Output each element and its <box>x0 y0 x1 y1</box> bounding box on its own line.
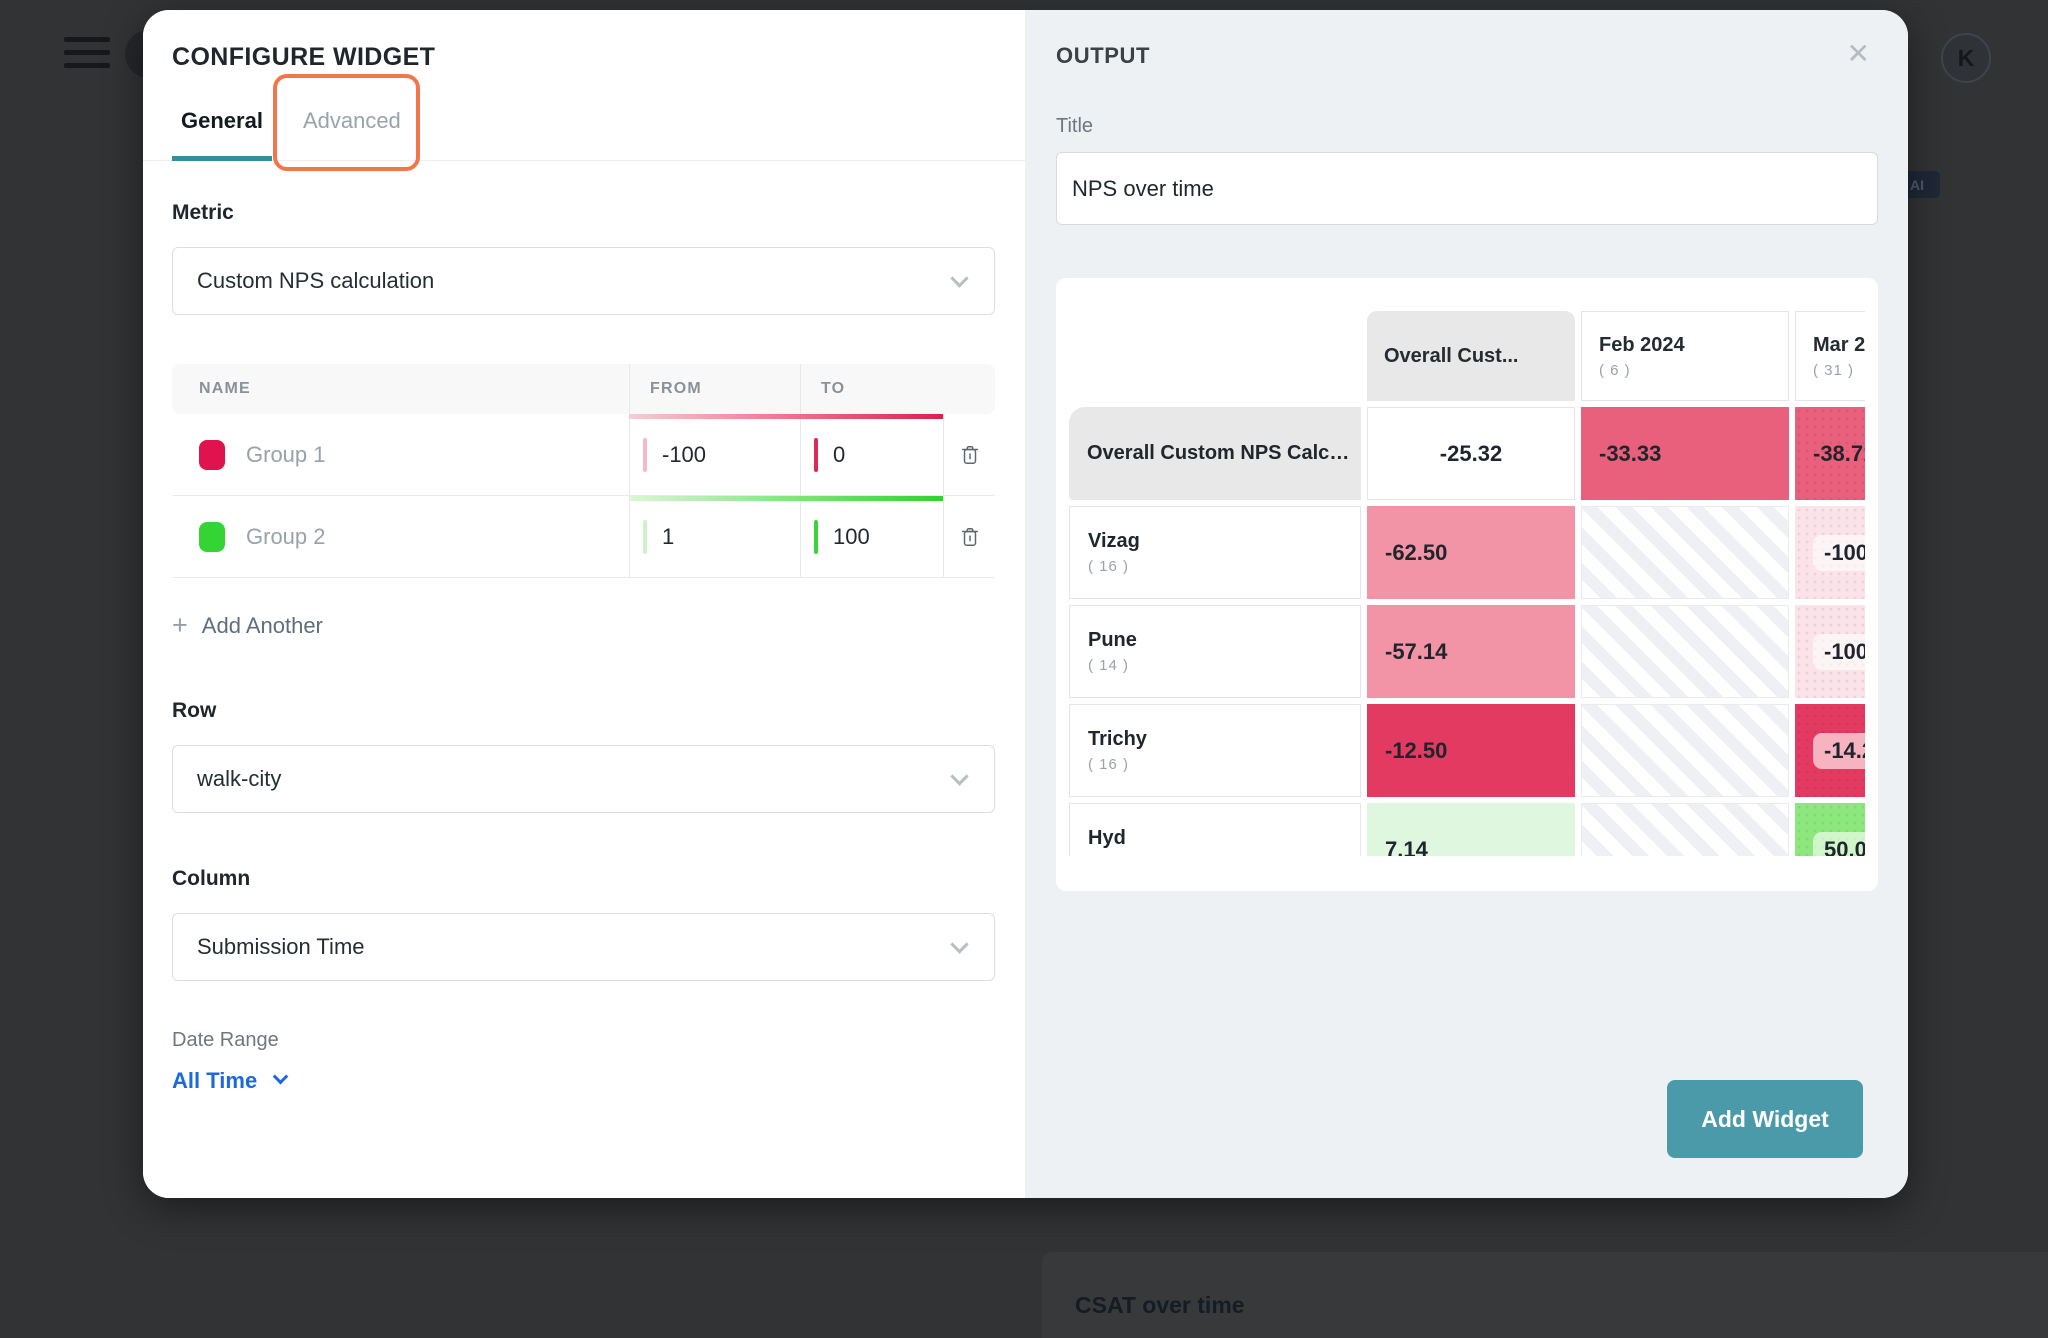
group2-to-field[interactable]: 100 <box>800 496 943 577</box>
heatmap-cell-empty <box>1581 704 1789 797</box>
widget-title-input[interactable] <box>1056 152 1878 225</box>
chevron-down-icon <box>950 935 969 954</box>
tab-advanced[interactable]: Advanced <box>302 108 401 133</box>
groups-table-header: NAME FROM TO <box>172 364 995 414</box>
output-panel: OUTPUT ✕ Title Overall Cust... Feb 2024 … <box>1025 10 1908 1198</box>
group2-from-tick <box>643 519 647 554</box>
title-label: Title <box>1056 115 1094 137</box>
heatmap-cell: -25.32 <box>1367 407 1575 500</box>
column-label: Column <box>172 867 251 890</box>
heatmap-colheader-mar: Mar 2024 ( 31 ) <box>1795 311 1865 401</box>
csat-widget-title: CSAT over time <box>1075 1292 1245 1318</box>
configure-panel: CONFIGURE WIDGET General Advanced Metric… <box>143 10 1025 1198</box>
heatmap-rowlabel-vizag: Vizag ( 16 ) <box>1069 506 1361 599</box>
hamburger-menu-icon[interactable] <box>64 37 110 76</box>
date-range-value: All Time <box>172 1068 258 1093</box>
heatmap-card: Overall Cust... Feb 2024 ( 6 ) Mar 2024 … <box>1056 278 1878 891</box>
metric-dropdown[interactable]: Custom NPS calculation <box>172 247 995 315</box>
heatmap-cell: -12.50 <box>1367 704 1575 797</box>
modal-title: CONFIGURE WIDGET <box>172 43 436 71</box>
heatmap-corner-cell <box>1069 311 1361 401</box>
group1-from-tick <box>643 437 647 472</box>
group2-color-swatch[interactable] <box>199 521 225 552</box>
chevron-down-icon <box>950 767 969 786</box>
user-avatar[interactable]: K <box>1941 33 1991 83</box>
column-dropdown-value: Submission Time <box>197 934 365 959</box>
heatmap-rowlabel-pune: Pune ( 14 ) <box>1069 605 1361 698</box>
heatmap-rowlabel-hyd: Hyd ( 14 ) <box>1069 803 1361 856</box>
heatmap-cell: -62.50 <box>1367 506 1575 599</box>
group2-delete-button[interactable] <box>943 496 995 577</box>
row-dropdown-value: walk-city <box>197 766 282 791</box>
close-icon[interactable]: ✕ <box>1846 38 1870 69</box>
configure-widget-modal: CONFIGURE WIDGET General Advanced Metric… <box>143 10 1908 1198</box>
column-header-name: NAME <box>199 380 251 397</box>
column-header-to: TO <box>800 364 943 414</box>
output-header: OUTPUT <box>1056 43 1151 68</box>
heatmap-cell: 50.00 <box>1795 803 1865 856</box>
heatmap-rowlabel-overall: Overall Custom NPS Calcu... <box>1069 407 1361 500</box>
heatmap-cell-empty <box>1581 506 1789 599</box>
plus-icon: + <box>172 610 188 640</box>
chevron-down-icon <box>950 269 969 288</box>
table-row-group-1: Group 1 -100 0 <box>172 414 995 496</box>
heatmap-cell: -38.71 <box>1795 407 1865 500</box>
heatmap-cell: -57.14 <box>1367 605 1575 698</box>
group2-from-field[interactable]: 1 <box>629 496 800 577</box>
add-another-button[interactable]: + Add Another <box>172 610 323 640</box>
heatmap-table: Overall Cust... Feb 2024 ( 6 ) Mar 2024 … <box>1069 311 1865 856</box>
heatmap-colheader-overall: Overall Cust... <box>1367 311 1575 401</box>
tab-general[interactable]: General <box>172 108 272 161</box>
group1-from-field[interactable]: -100 <box>629 414 800 495</box>
avatar-initial: K <box>1957 44 1975 71</box>
heatmap-cell: -100.00 <box>1795 605 1865 698</box>
row-dropdown[interactable]: walk-city <box>172 745 995 813</box>
group2-name: Group 2 <box>246 523 326 549</box>
group2-to-tick <box>814 519 818 554</box>
group1-name: Group 1 <box>246 441 326 467</box>
add-widget-button[interactable]: Add Widget <box>1667 1080 1863 1158</box>
tab-bar: General Advanced <box>143 108 1025 161</box>
trash-icon <box>961 445 978 464</box>
heatmap-colheader-feb: Feb 2024 ( 6 ) <box>1581 311 1789 401</box>
background-widget-card: CSAT over time <box>1042 1252 2048 1338</box>
date-range-selector[interactable]: All Time <box>172 1068 372 1094</box>
trash-icon <box>961 527 978 546</box>
date-range-label: Date Range <box>172 1029 279 1051</box>
heatmap-cell-empty <box>1581 803 1789 856</box>
heatmap-cell: -14.29 <box>1795 704 1865 797</box>
metric-label: Metric <box>172 201 234 224</box>
heatmap-rowlabel-trichy: Trichy ( 16 ) <box>1069 704 1361 797</box>
heatmap-cell: -33.33 <box>1581 407 1789 500</box>
column-header-from: FROM <box>629 364 800 414</box>
column-dropdown[interactable]: Submission Time <box>172 913 995 981</box>
heatmap-cell: 7.14 <box>1367 803 1575 856</box>
heatmap-cell-empty <box>1581 605 1789 698</box>
group1-to-field[interactable]: 0 <box>800 414 943 495</box>
group1-color-swatch[interactable] <box>199 439 225 470</box>
heatmap-cell: -100.00 <box>1795 506 1865 599</box>
groups-table: NAME FROM TO Group 1 -100 0 <box>172 364 995 578</box>
group1-delete-button[interactable] <box>943 414 995 495</box>
group1-to-tick <box>814 437 818 472</box>
chevron-down-icon <box>272 1068 289 1084</box>
row-label: Row <box>172 699 217 722</box>
table-row-group-2: Group 2 1 100 <box>172 496 995 578</box>
metric-dropdown-value: Custom NPS calculation <box>197 268 435 293</box>
